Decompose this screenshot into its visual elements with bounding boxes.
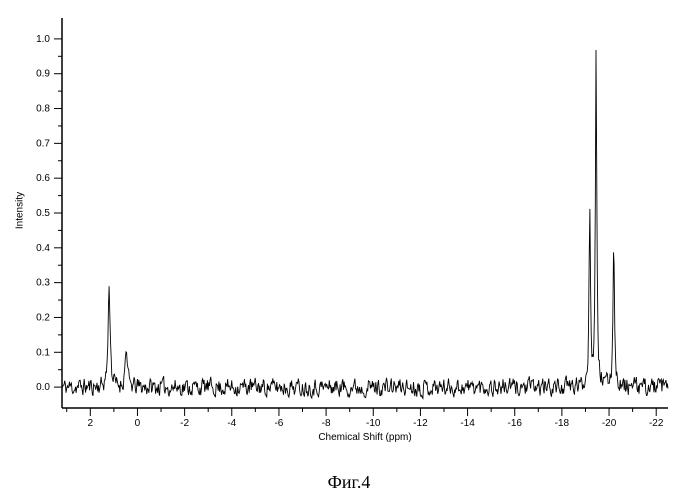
svg-text:0.9: 0.9 (36, 69, 50, 80)
svg-text:-2: -2 (180, 418, 189, 429)
svg-text:0.4: 0.4 (36, 243, 50, 254)
svg-text:0: 0 (135, 418, 141, 429)
figure-container: -22-20-18-16-14-12-10-8-6-4-2020.00.10.2… (0, 0, 698, 500)
svg-text:0.2: 0.2 (36, 312, 50, 323)
svg-text:-10: -10 (366, 418, 381, 429)
svg-text:-12: -12 (413, 418, 428, 429)
svg-text:0.0: 0.0 (36, 382, 50, 393)
svg-text:-8: -8 (322, 418, 331, 429)
svg-text:2: 2 (88, 418, 94, 429)
svg-text:0.5: 0.5 (36, 208, 50, 219)
nmr-spectrum-plot: -22-20-18-16-14-12-10-8-6-4-2020.00.10.2… (0, 0, 698, 470)
svg-text:0.1: 0.1 (36, 347, 50, 358)
svg-text:0.7: 0.7 (36, 138, 50, 149)
svg-text:-4: -4 (227, 418, 236, 429)
svg-text:0.8: 0.8 (36, 104, 50, 115)
x-axis-label: Chemical Shift (ppm) (62, 432, 668, 443)
svg-text:-16: -16 (508, 418, 523, 429)
svg-text:-22: -22 (649, 418, 664, 429)
y-axis-label: Intensity (15, 16, 26, 406)
svg-text:-20: -20 (602, 418, 617, 429)
svg-text:0.3: 0.3 (36, 278, 50, 289)
svg-text:-6: -6 (274, 418, 283, 429)
svg-text:-18: -18 (555, 418, 570, 429)
svg-text:1.0: 1.0 (36, 34, 50, 45)
svg-text:-14: -14 (460, 418, 475, 429)
figure-caption: Фиг.4 (0, 472, 698, 493)
svg-text:0.6: 0.6 (36, 173, 50, 184)
